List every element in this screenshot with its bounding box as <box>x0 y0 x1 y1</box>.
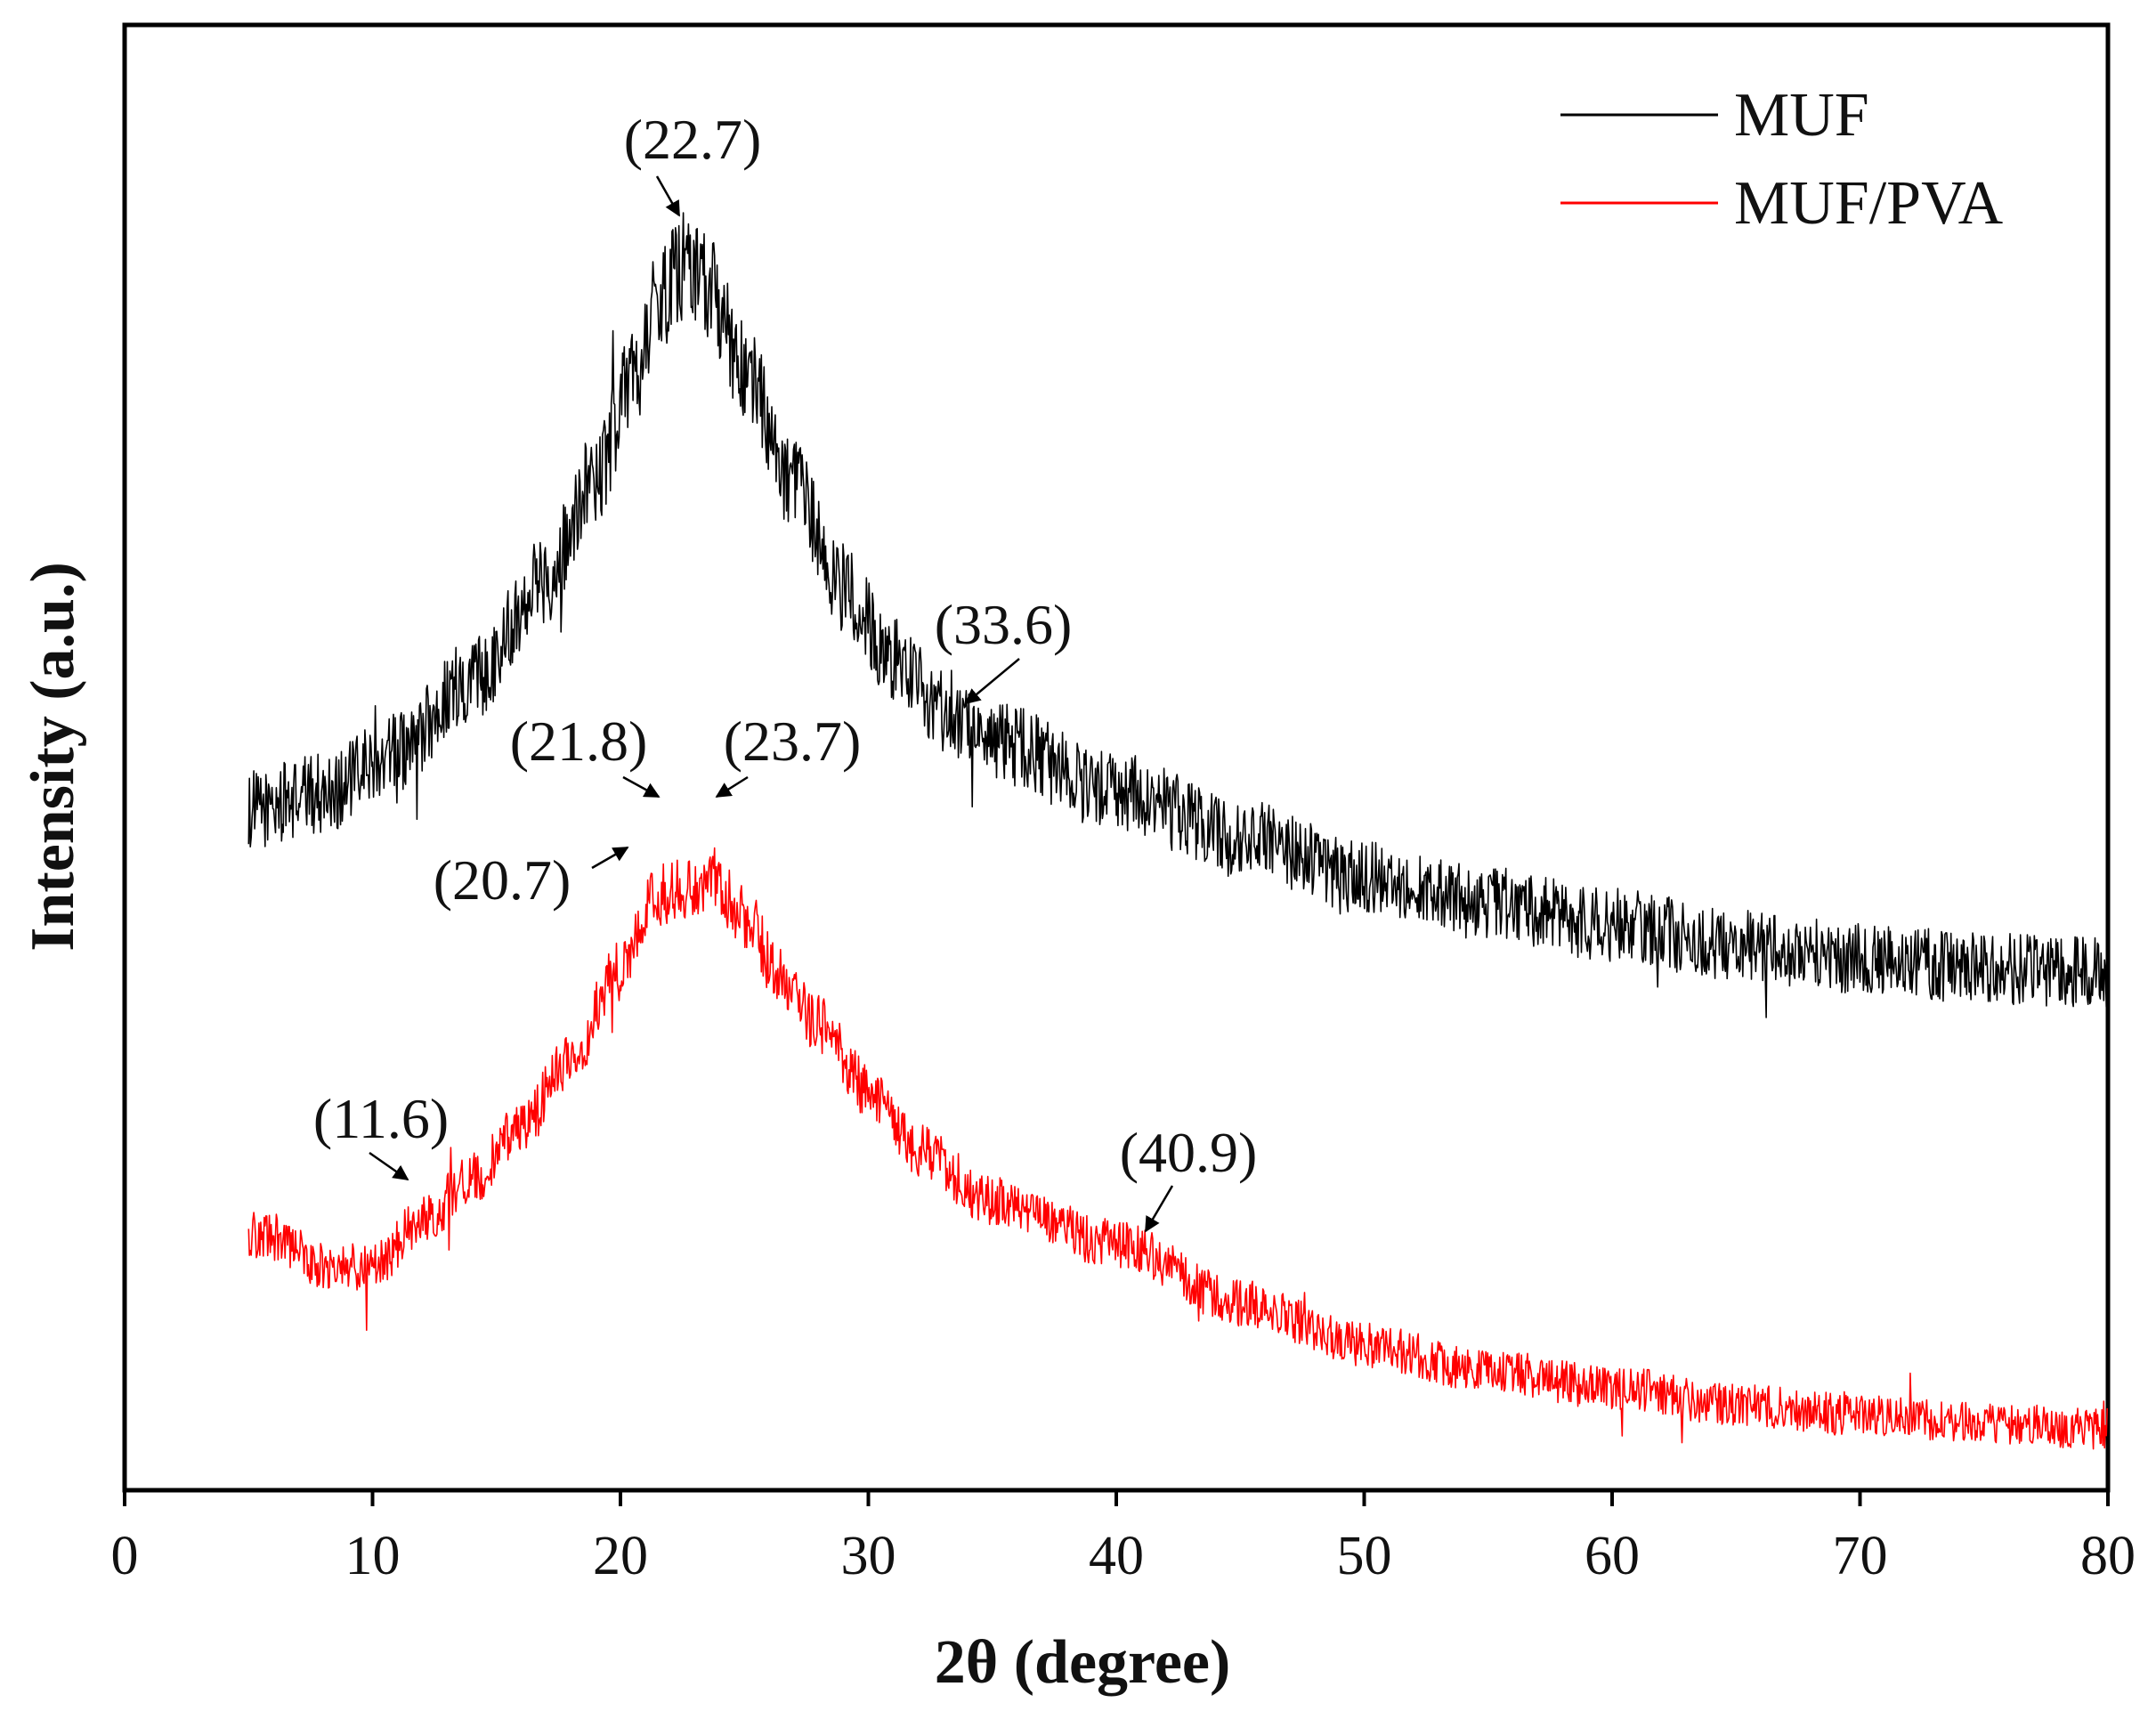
x-tick-label: 10 <box>345 1526 401 1586</box>
peak-label: (11.6) <box>313 1087 449 1150</box>
x-tick-label: 80 <box>2080 1526 2136 1586</box>
peak-label: (33.6) <box>935 593 1073 656</box>
x-tick-label: 60 <box>1585 1526 1640 1586</box>
peak-annotation: (21.8) <box>510 709 661 799</box>
legend-label-muf: MUF <box>1734 81 1869 150</box>
peak-arrow <box>369 1151 409 1181</box>
y-axis-title: Intensity (a.u.) <box>19 562 87 952</box>
series-line-muf <box>247 212 2108 1018</box>
x-tick-label: 50 <box>1337 1526 1392 1586</box>
peak-annotation: (20.7) <box>434 846 629 912</box>
peak-arrow <box>715 775 749 799</box>
peak-arrow <box>655 175 681 217</box>
x-axis-title: 2θ (degree) <box>935 1628 1231 1697</box>
x-tick-label: 70 <box>1833 1526 1888 1586</box>
series-layer <box>247 212 2108 1450</box>
peak-annotation: (23.7) <box>715 709 862 799</box>
peak-annotation: (11.6) <box>313 1087 449 1181</box>
peak-arrow <box>1144 1185 1174 1233</box>
peak-arrow <box>964 658 1020 705</box>
peak-label: (23.7) <box>724 709 862 773</box>
x-tick-label: 30 <box>841 1526 896 1586</box>
x-axis-ticks: 0 10 20 30 40 50 60 70 80 <box>111 1490 2136 1586</box>
series-line-muf-pva <box>247 847 2108 1450</box>
x-tick-label: 20 <box>593 1526 648 1586</box>
peak-label: (40.9) <box>1120 1121 1258 1184</box>
x-tick-label: 40 <box>1089 1526 1144 1586</box>
peak-arrow <box>591 846 629 870</box>
x-tick-label: 0 <box>111 1526 139 1586</box>
peak-arrow <box>622 775 661 799</box>
peak-annotation: (40.9) <box>1120 1121 1258 1233</box>
peak-label: (21.8) <box>510 709 648 773</box>
legend: MUF MUF/PVA <box>1560 81 2004 238</box>
peak-label: (22.7) <box>624 108 762 171</box>
peak-annotation: (22.7) <box>624 108 762 217</box>
legend-label-muf-pva: MUF/PVA <box>1734 169 2004 238</box>
annotation-layer: (22.7) (33.6) (21.8) (23.7) (20.7) (11.6) (40.… <box>313 108 1258 1233</box>
peak-label: (20.7) <box>434 848 571 912</box>
peak-annotation: (33.6) <box>935 593 1073 705</box>
